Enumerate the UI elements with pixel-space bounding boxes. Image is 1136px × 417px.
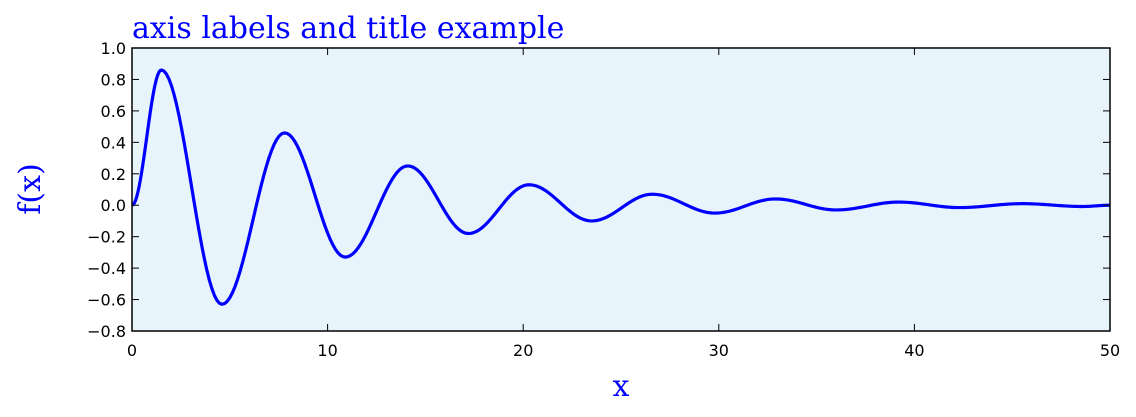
y-tick-label: −0.8 bbox=[87, 322, 126, 341]
y-tick-label: −0.6 bbox=[87, 291, 126, 310]
x-axis-label: x bbox=[613, 369, 630, 404]
x-tick-label: 50 bbox=[1100, 341, 1120, 360]
y-tick-label: 1.0 bbox=[101, 39, 126, 58]
y-tick-label: 0.8 bbox=[101, 70, 126, 89]
y-tick-label: 0.4 bbox=[101, 133, 126, 152]
x-tick-label: 20 bbox=[513, 341, 533, 360]
y-tick-label: 0.0 bbox=[101, 196, 126, 215]
axis-ticks: 0 10 20 30 40 50 −0.8 −0.6 −0.4 −0.2 0.0 0.2 0.4 0.6 0… bbox=[87, 39, 1120, 360]
x-tick-label: 40 bbox=[904, 341, 924, 360]
x-tick-label: 0 bbox=[127, 341, 137, 360]
plot-frame bbox=[131, 47, 1111, 332]
series-line-0 bbox=[131, 68, 1111, 306]
plot-area bbox=[132, 48, 1110, 331]
x-tick-label: 10 bbox=[317, 341, 337, 360]
x-tick-label: 30 bbox=[709, 341, 729, 360]
y-axis-label: f(x) bbox=[13, 163, 48, 214]
y-tick-label: −0.2 bbox=[87, 228, 126, 247]
y-tick-label: 0.6 bbox=[101, 102, 126, 121]
series-layer bbox=[131, 68, 1111, 306]
chart-title: axis labels and title example bbox=[132, 11, 564, 46]
y-tick-label: −0.4 bbox=[87, 259, 126, 278]
y-tick-label: 0.2 bbox=[101, 165, 126, 184]
